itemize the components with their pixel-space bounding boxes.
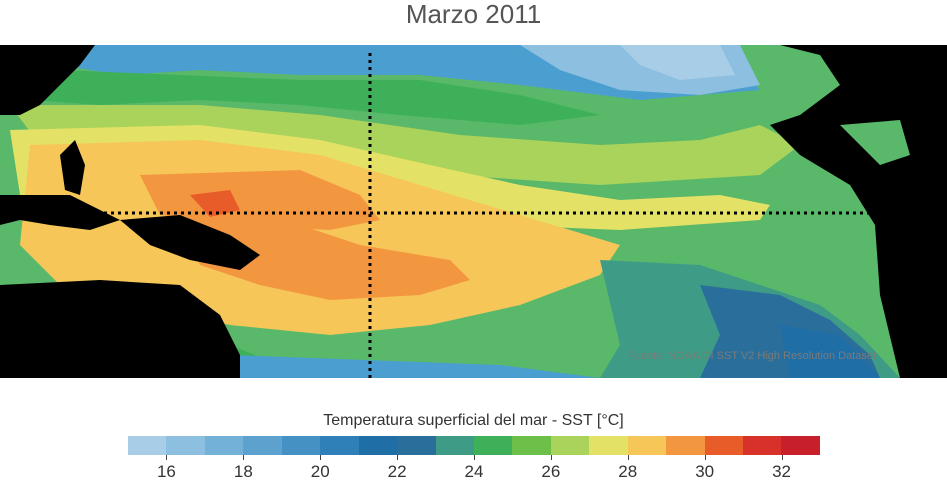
sst-map: [0, 45, 947, 378]
colorbar-tick: [397, 455, 399, 460]
colorbar-swatch: [243, 436, 282, 455]
colorbar-tick-label: 16: [156, 462, 176, 481]
colorbar-tick-label: 20: [310, 462, 330, 481]
colorbar-swatch: [550, 436, 590, 455]
colorbar-tick-label: 26: [541, 462, 561, 481]
colorbar-swatch: [589, 436, 628, 455]
colorbar-tick-label: 28: [618, 462, 638, 481]
colorbar-swatch: [473, 436, 513, 455]
colorbar-tick-label: 18: [233, 462, 253, 481]
colorbar-tick-label: 24: [464, 462, 484, 481]
colorbar-tick-label: 32: [772, 462, 791, 481]
colorbar-tick-label: 30: [695, 462, 715, 481]
colorbar-swatch: [358, 436, 398, 455]
colorbar-swatch: [666, 436, 705, 455]
colorbar-swatch: [166, 436, 205, 455]
colorbar-swatch: [435, 436, 474, 455]
source-note: Fuente: NOAA OI SST V2 High Resolution D…: [628, 350, 877, 362]
colorbar-tick: [550, 455, 552, 460]
colorbar-swatch: [320, 436, 359, 455]
colorbar-swatch: [743, 436, 782, 455]
colorbar-tick: [243, 455, 245, 460]
colorbar-swatch: [704, 436, 743, 455]
colorbar-tick: [474, 455, 475, 460]
colorbar-swatch: [627, 436, 667, 455]
colorbar-tick: [704, 455, 706, 460]
colorbar-swatch: [281, 436, 321, 455]
colorbar-swatch: [204, 436, 244, 455]
colorbar-tick-label: 22: [387, 462, 407, 481]
map-title: Marzo 2011: [405, 0, 542, 29]
colorbar-swatch: [397, 436, 436, 455]
colorbar-ticks: 16 18 20 22 24 26 28 30 32: [128, 455, 820, 481]
colorbar-title: Temperatura superficial del mar - SST [°…: [323, 412, 624, 429]
colorbar-swatch: [781, 436, 820, 455]
colorbar-tick: [320, 455, 322, 460]
colorbar-tick: [166, 455, 168, 460]
colorbar-swatch: [128, 436, 167, 455]
colorbar: [128, 436, 820, 455]
colorbar-tick: [627, 455, 629, 460]
colorbar-tick: [781, 455, 783, 460]
colorbar-swatch: [512, 436, 551, 455]
